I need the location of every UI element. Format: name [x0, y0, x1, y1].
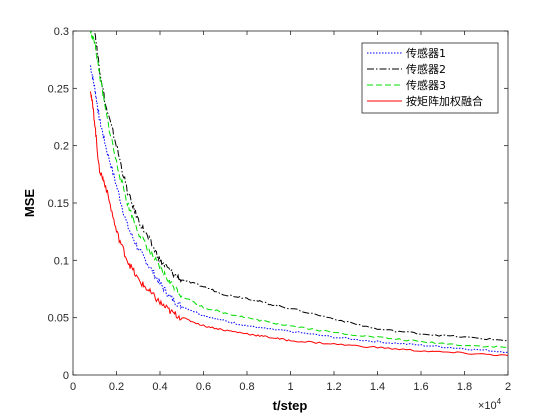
x-tick-label: 1.4: [370, 381, 385, 393]
x-axis-label: t/step: [273, 398, 308, 413]
y-tick-label: 0.15: [48, 198, 69, 210]
x-multiplier-exponent: 4: [497, 397, 502, 406]
x-tick-label: 0.2: [109, 381, 124, 393]
x-tick-label: 0: [70, 381, 76, 393]
x-multiplier-base: ×10: [478, 400, 497, 412]
legend-label-1: 传感器1: [406, 47, 446, 60]
x-tick-label: 1.6: [413, 381, 428, 393]
y-tick-label: 0.2: [54, 141, 69, 153]
legend: 传感器1 传感器2 传感器3 按矩阵加权融合: [361, 42, 499, 114]
series-line-3: [89, 31, 508, 348]
legend-label-3: 传感器3: [406, 79, 446, 92]
legend-label-2: 传感器2: [406, 63, 446, 76]
series-line-1: [89, 65, 508, 354]
x-tick-label: 2: [505, 381, 511, 393]
y-tick-label: 0: [63, 370, 69, 382]
y-tick-label: 0.3: [54, 26, 69, 38]
x-tick-label: 0.8: [239, 381, 254, 393]
x-tick-label: 1.8: [457, 381, 472, 393]
x-tick-label: 1: [287, 381, 293, 393]
y-tick-label: 0.25: [48, 83, 69, 95]
series-line-2: [94, 31, 508, 342]
series-layer: [89, 31, 508, 357]
ticks-layer: 0 0.2 0.4 0.6 0.8 1 1.2 1.4 1.6 1.8 2 0 0.05 0.1 0.15 0…: [48, 26, 511, 393]
y-tick-label: 0.05: [48, 313, 69, 325]
x-multiplier: ×104: [478, 397, 502, 412]
x-tick-label: 1.2: [326, 381, 341, 393]
x-tick-label: 0.4: [152, 381, 167, 393]
x-tick-label: 0.6: [196, 381, 211, 393]
y-axis-label: MSE: [22, 189, 37, 218]
series-line-4: [89, 91, 508, 357]
y-tick-label: 0.1: [54, 255, 69, 267]
legend-label-4: 按矩阵加权融合: [406, 94, 483, 108]
